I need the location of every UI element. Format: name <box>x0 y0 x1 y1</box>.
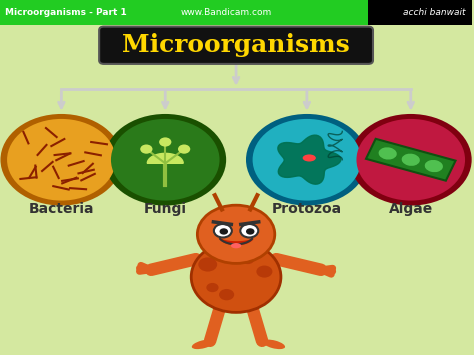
Text: Protozoa: Protozoa <box>272 202 342 217</box>
Ellipse shape <box>378 147 398 160</box>
Ellipse shape <box>191 241 281 312</box>
Circle shape <box>198 257 217 272</box>
Circle shape <box>206 283 219 292</box>
FancyBboxPatch shape <box>99 27 373 64</box>
Circle shape <box>246 114 368 206</box>
Ellipse shape <box>401 153 420 166</box>
Ellipse shape <box>424 159 444 173</box>
Polygon shape <box>278 135 341 184</box>
Bar <box>0 0 472 25</box>
Circle shape <box>7 119 116 201</box>
Text: Fungi: Fungi <box>144 202 187 217</box>
Text: acchi banwait: acchi banwait <box>403 8 465 17</box>
Circle shape <box>240 224 258 237</box>
Circle shape <box>219 289 234 300</box>
Text: www.Bandicam.com: www.Bandicam.com <box>181 8 272 17</box>
Ellipse shape <box>302 154 316 162</box>
Bar <box>0 0 368 25</box>
Circle shape <box>0 114 122 206</box>
Circle shape <box>214 224 232 237</box>
Circle shape <box>350 114 472 206</box>
Circle shape <box>197 205 275 263</box>
Circle shape <box>178 144 190 154</box>
Circle shape <box>219 228 228 235</box>
Ellipse shape <box>192 340 214 349</box>
Ellipse shape <box>263 340 285 349</box>
Ellipse shape <box>231 243 241 248</box>
Polygon shape <box>147 153 183 163</box>
Text: Microorganisms - Part 1: Microorganisms - Part 1 <box>5 8 127 17</box>
Circle shape <box>256 266 273 278</box>
Circle shape <box>241 254 255 264</box>
Circle shape <box>159 137 172 147</box>
Text: Microorganisms: Microorganisms <box>122 33 350 57</box>
Circle shape <box>246 228 255 235</box>
Circle shape <box>140 144 153 154</box>
Polygon shape <box>366 139 456 181</box>
Text: Bacteria: Bacteria <box>28 202 94 217</box>
Circle shape <box>356 119 465 201</box>
Circle shape <box>253 119 361 201</box>
Circle shape <box>111 119 219 201</box>
Circle shape <box>104 114 226 206</box>
Text: Algae: Algae <box>389 202 433 217</box>
